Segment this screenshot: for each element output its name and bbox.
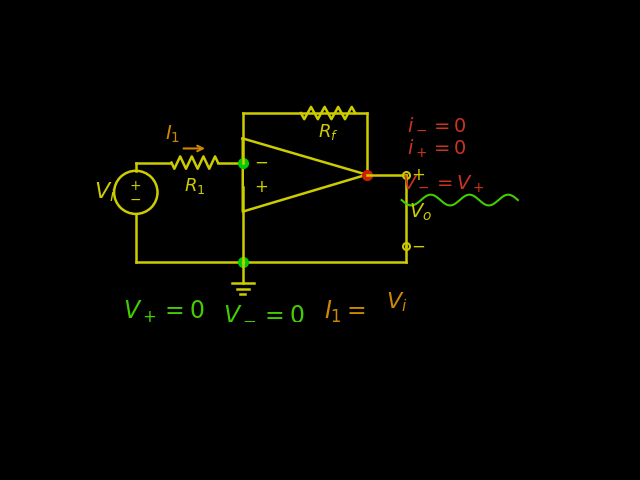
Text: $V_- = 0$: $V_- = 0$: [223, 300, 305, 324]
Text: $i_- = 0$: $i_- = 0$: [407, 114, 467, 132]
Text: $R_f$: $R_f$: [317, 122, 339, 142]
Text: $V_- = V_+$: $V_- = V_+$: [402, 174, 484, 195]
Text: $V_i$: $V_i$: [94, 180, 115, 204]
Text: $V_o$: $V_o$: [410, 202, 433, 223]
Text: $R_1$: $R_1$: [184, 177, 205, 196]
Text: +: +: [254, 179, 268, 196]
Text: $V_+ = 0$: $V_+ = 0$: [123, 299, 204, 325]
Text: $I_1 =$: $I_1 =$: [324, 299, 366, 325]
Text: $I_1$: $I_1$: [165, 124, 180, 145]
Text: −: −: [130, 193, 141, 207]
Text: +: +: [130, 179, 141, 193]
Text: −: −: [254, 154, 268, 171]
Text: −: −: [412, 237, 426, 255]
Text: $i_+ = 0$: $i_+ = 0$: [407, 137, 467, 160]
Text: +: +: [412, 166, 426, 184]
Text: $V_i$: $V_i$: [386, 291, 408, 314]
